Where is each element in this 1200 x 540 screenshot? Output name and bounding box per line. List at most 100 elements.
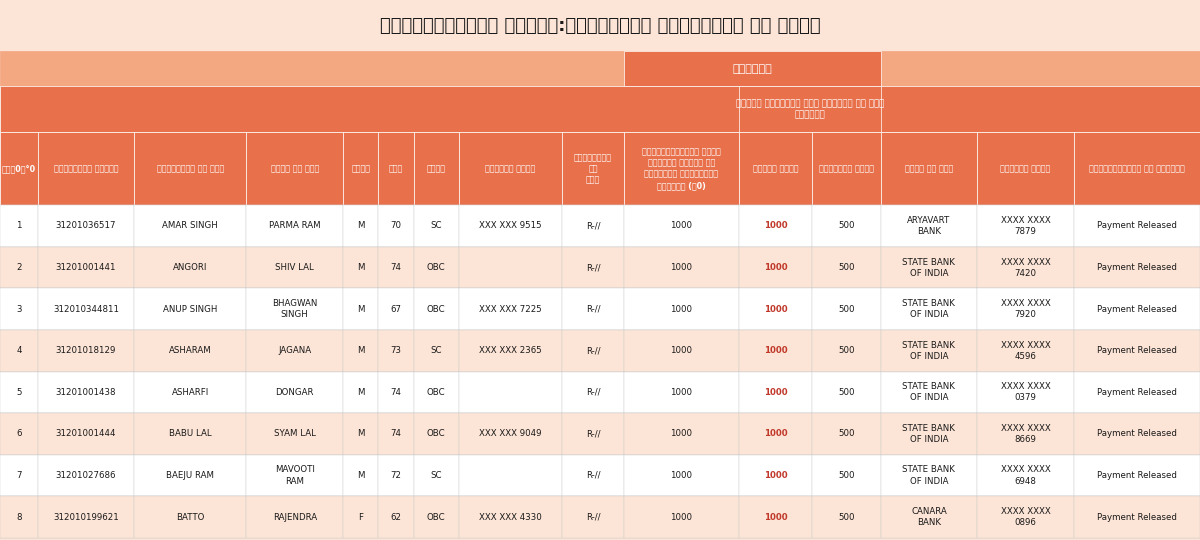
Bar	[624, 288, 739, 330]
Bar	[563, 372, 624, 413]
Bar	[977, 247, 1074, 288]
Bar	[378, 413, 414, 455]
Bar	[739, 288, 812, 330]
Text: ASHARFI: ASHARFI	[172, 388, 209, 397]
Text: PARMA RAM: PARMA RAM	[269, 221, 320, 231]
Bar	[624, 247, 739, 288]
Bar	[246, 288, 343, 330]
Bar	[812, 132, 881, 205]
Text: Payment Released: Payment Released	[1097, 388, 1177, 397]
Text: 500: 500	[838, 388, 854, 397]
Text: पेंशनर्स का नाम: पेंशनर्स का नाम	[157, 164, 224, 173]
Bar	[563, 496, 624, 538]
Text: 2: 2	[16, 263, 22, 272]
Text: XXXX XXXX
7920: XXXX XXXX 7920	[1001, 299, 1050, 319]
Bar	[246, 205, 343, 247]
Text: 1000: 1000	[671, 429, 692, 438]
Text: ASHARAM: ASHARAM	[169, 346, 211, 355]
Text: M: M	[356, 305, 365, 314]
Text: वृद्धावस्था पेंशन:ग्रामवार पेंशनर्स की सूची: वृद्धावस्था पेंशन:ग्रामवार पेंशनर्स की स…	[379, 17, 821, 35]
Text: 31201001441: 31201001441	[56, 263, 116, 272]
Bar	[134, 372, 246, 413]
Bar	[0, 0, 1200, 51]
Text: ट्रांजेक्शन की स्थिति: ट्रांजेक्शन की स्थिति	[1090, 164, 1184, 173]
Bar	[246, 496, 343, 538]
Text: 31201001438: 31201001438	[56, 388, 116, 397]
Text: XXXX XXXX
6948: XXXX XXXX 6948	[1001, 465, 1050, 485]
Bar	[881, 247, 977, 288]
Text: R-//: R-//	[586, 305, 600, 314]
Text: लिंग: लिंग	[352, 164, 371, 173]
Bar	[977, 372, 1074, 413]
Text: OBC: OBC	[427, 512, 445, 522]
Text: R-//: R-//	[586, 512, 600, 522]
Text: OBC: OBC	[427, 388, 445, 397]
Bar	[977, 330, 1074, 372]
Text: OBC: OBC	[427, 263, 445, 272]
Bar	[563, 205, 624, 247]
Text: SC: SC	[431, 346, 442, 355]
Text: द्वितीय चक्र: द्वितीय चक्र	[818, 164, 874, 173]
Bar	[458, 372, 563, 413]
Text: 31201027686: 31201027686	[56, 471, 116, 480]
Bar	[1074, 288, 1200, 330]
Bar	[977, 413, 1074, 455]
Text: 500: 500	[838, 471, 854, 480]
Bar	[37, 372, 134, 413]
Text: 500: 500	[838, 305, 854, 314]
Bar	[624, 372, 739, 413]
Bar	[881, 496, 977, 538]
Text: Payment Released: Payment Released	[1097, 429, 1177, 438]
Bar	[1074, 455, 1200, 496]
Text: बैंक का नाम: बैंक का नाम	[905, 164, 953, 173]
Text: R-//: R-//	[586, 221, 600, 231]
Bar	[881, 288, 977, 330]
Text: F: F	[359, 512, 364, 522]
Bar	[343, 496, 378, 538]
Bar	[458, 455, 563, 496]
Text: क्ं0स°0: क्ं0स°0	[1, 164, 36, 173]
Text: RAJENDRA: RAJENDRA	[272, 512, 317, 522]
Bar	[624, 413, 739, 455]
Bar	[1074, 372, 1200, 413]
Text: Payment Released: Payment Released	[1097, 512, 1177, 522]
Bar	[378, 496, 414, 538]
Text: 500: 500	[838, 346, 854, 355]
Text: XXXX XXXX
0379: XXXX XXXX 0379	[1001, 382, 1050, 402]
Bar	[624, 132, 739, 205]
Bar	[739, 413, 812, 455]
Bar	[378, 330, 414, 372]
Text: R-//: R-//	[586, 346, 600, 355]
Bar	[563, 288, 624, 330]
Text: M: M	[356, 221, 365, 231]
Bar	[977, 205, 1074, 247]
Bar	[458, 413, 563, 455]
Bar	[563, 330, 624, 372]
Text: 72: 72	[390, 471, 402, 480]
Bar	[414, 288, 458, 330]
Bar	[739, 247, 812, 288]
Text: ARYAVART
BANK: ARYAVART BANK	[907, 216, 950, 236]
Text: 500: 500	[838, 512, 854, 522]
Bar	[0, 205, 37, 247]
Text: SYAM LAL: SYAM LAL	[274, 429, 316, 438]
Bar	[0, 413, 37, 455]
Bar	[977, 455, 1074, 496]
Bar	[563, 413, 624, 455]
Text: SC: SC	[431, 221, 442, 231]
Bar	[624, 496, 739, 538]
Text: Payment Released: Payment Released	[1097, 305, 1177, 314]
Bar	[881, 205, 977, 247]
Bar	[414, 455, 458, 496]
Bar	[458, 330, 563, 372]
Text: BATTO: BATTO	[176, 512, 204, 522]
Text: आयु: आयु	[389, 164, 403, 173]
Bar	[881, 330, 977, 372]
Bar	[134, 205, 246, 247]
Text: प्रथम चक्र: प्रथम चक्र	[752, 164, 798, 173]
Text: 74: 74	[390, 388, 402, 397]
Text: 67: 67	[390, 305, 402, 314]
Bar	[414, 496, 458, 538]
Text: DONGAR: DONGAR	[276, 388, 314, 397]
Bar	[343, 205, 378, 247]
